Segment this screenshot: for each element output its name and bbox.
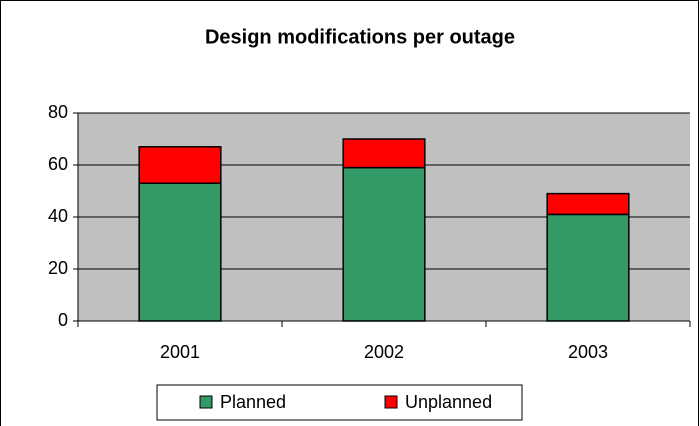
x-tick-label: 2001 (160, 342, 200, 362)
y-tick-label: 80 (48, 102, 68, 122)
chart: Design modifications per outage 0 20 40 60 8… (0, 0, 700, 426)
x-tick-label: 2002 (364, 342, 404, 362)
bar-segment (343, 139, 425, 168)
bar-segment (139, 147, 221, 183)
bar-segment (547, 214, 629, 321)
legend-swatch (385, 396, 397, 408)
y-tick-label: 0 (58, 310, 68, 330)
bar-segment (139, 183, 221, 321)
y-tick-label: 60 (48, 154, 68, 174)
y-tick-label: 40 (48, 206, 68, 226)
legend-label: Planned (220, 392, 286, 412)
x-tick-label: 2003 (568, 342, 608, 362)
chart-title: Design modifications per outage (205, 26, 515, 48)
bar-segment (343, 168, 425, 321)
legend-swatch (200, 396, 212, 408)
legend-label: Unplanned (405, 392, 492, 412)
y-tick-label: 20 (48, 258, 68, 278)
bar-segment (547, 194, 629, 215)
